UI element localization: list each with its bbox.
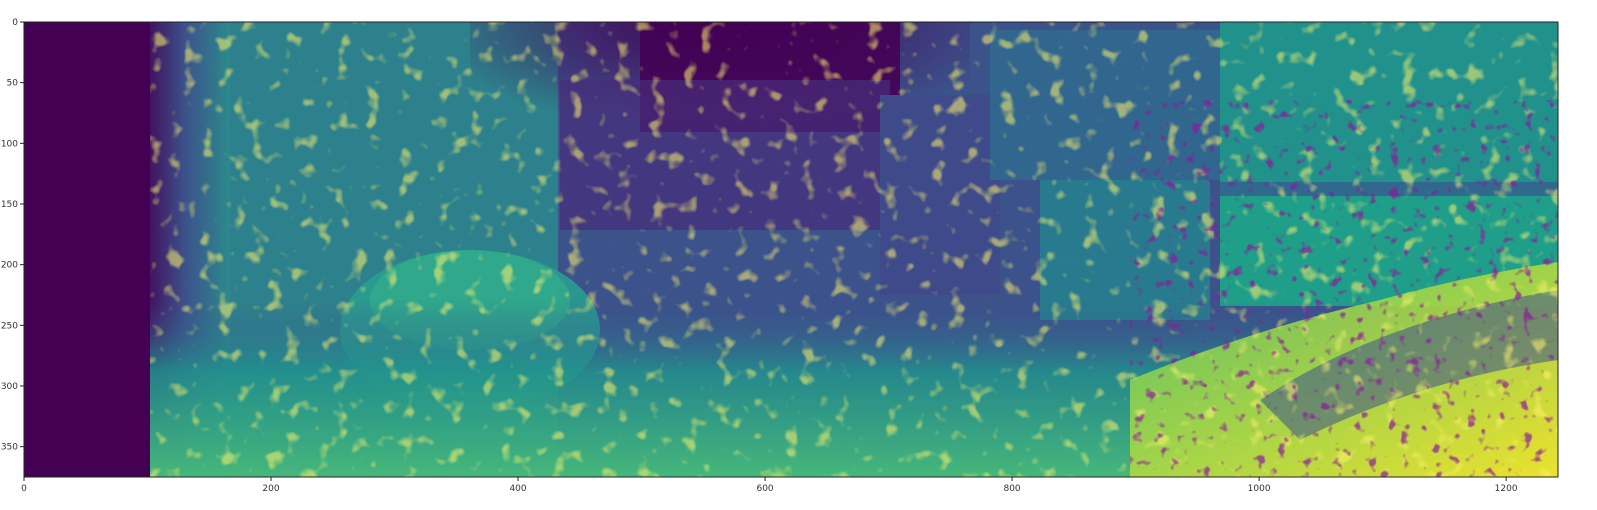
x-tick-label: 1200	[1495, 484, 1518, 494]
x-tick-label: 600	[756, 484, 773, 494]
y-tick-label: 50	[7, 79, 19, 89]
y-tick-label: 0	[12, 18, 18, 28]
x-tick-label: 400	[509, 484, 526, 494]
x-tick-label: 800	[1003, 484, 1020, 494]
y-tick-label: 100	[1, 139, 18, 149]
x-tick-label: 0	[21, 484, 27, 494]
y-tick-label: 200	[1, 261, 18, 271]
y-tick-label: 250	[1, 321, 18, 331]
x-axis: 0 200 400 600 800 1000 1200	[21, 477, 1518, 494]
y-tick-label: 350	[1, 443, 18, 453]
x-tick-label: 200	[262, 484, 279, 494]
y-tick-label: 300	[1, 382, 18, 392]
heatmap-image	[24, 22, 1558, 477]
plot-frame	[23, 21, 1559, 478]
y-axis: 0 50 100 150 200 250 300 350	[1, 18, 24, 453]
x-tick-label: 1000	[1248, 484, 1271, 494]
y-tick-label: 150	[1, 200, 18, 210]
